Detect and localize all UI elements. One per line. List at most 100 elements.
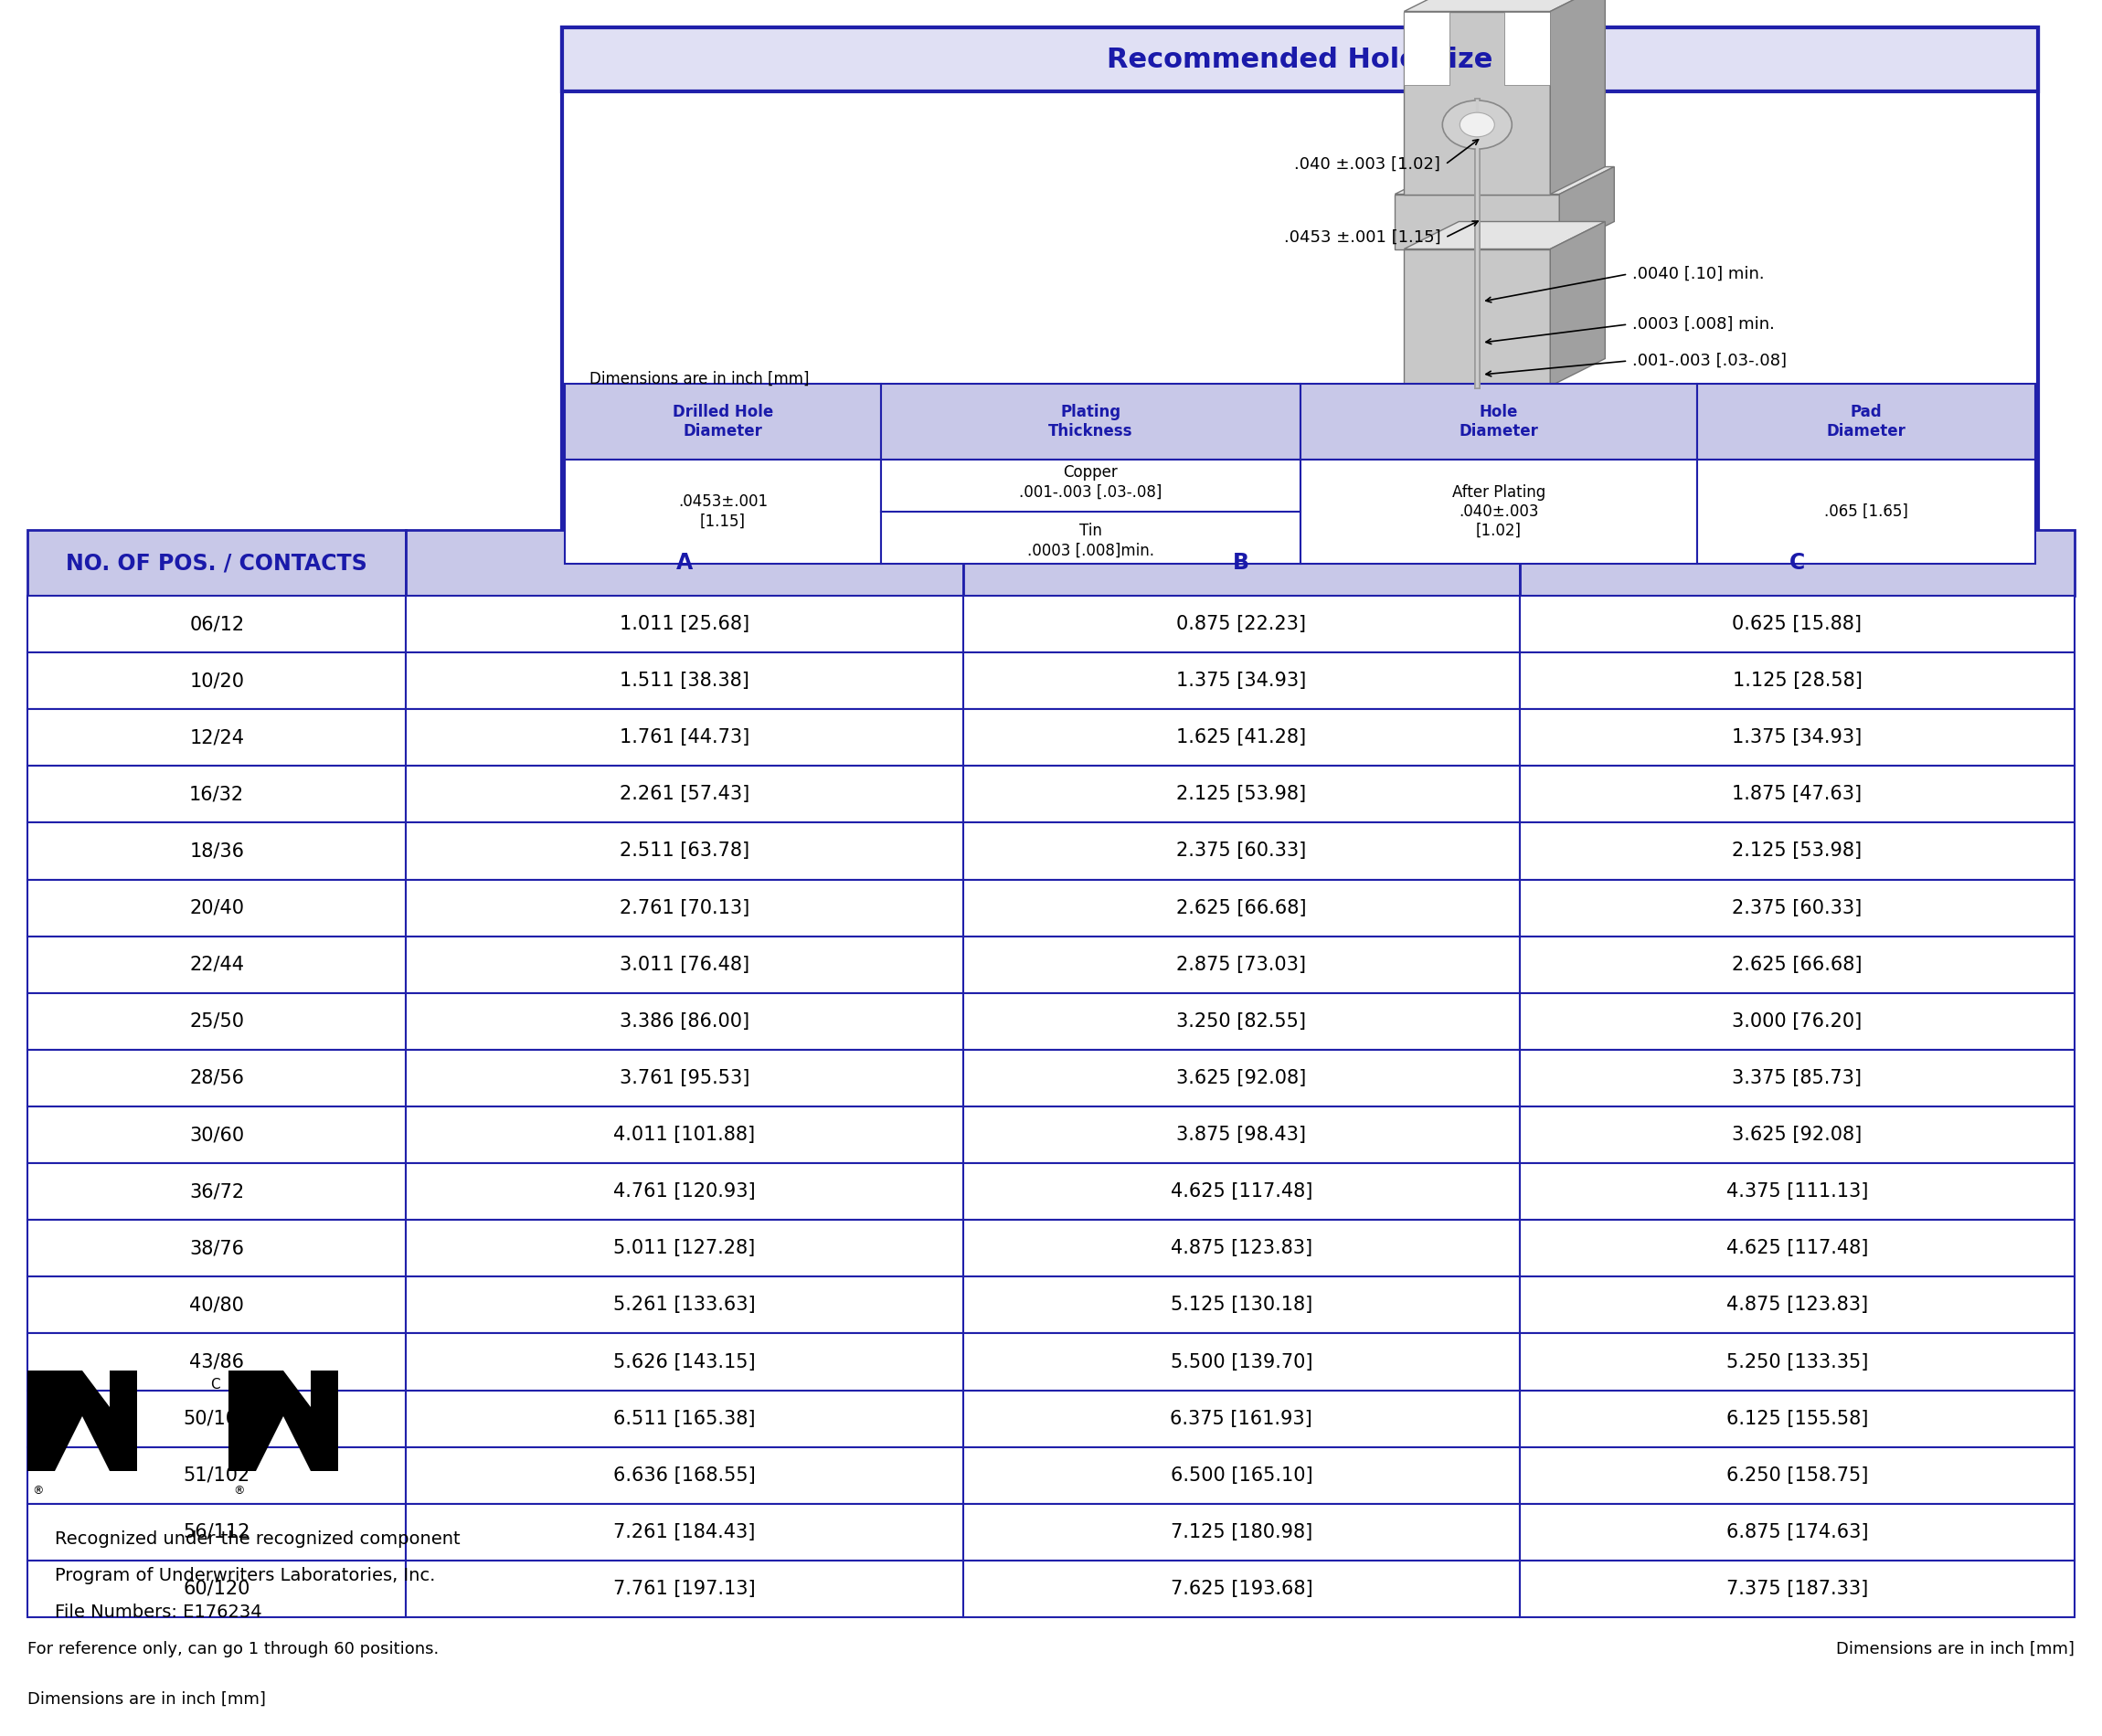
Text: 1.375 [34.93]: 1.375 [34.93] <box>1732 729 1862 746</box>
Text: ®: ® <box>233 1484 244 1496</box>
Text: Dimensions are in inch [mm]: Dimensions are in inch [mm] <box>589 372 809 387</box>
Ellipse shape <box>1442 101 1511 149</box>
Text: 22/44: 22/44 <box>189 955 244 974</box>
Text: 1.011 [25.68]: 1.011 [25.68] <box>620 615 750 634</box>
Bar <box>561 28 2039 92</box>
Text: NO. OF POS. / CONTACTS: NO. OF POS. / CONTACTS <box>65 552 368 575</box>
Text: 6.125 [155.58]: 6.125 [155.58] <box>1726 1410 1869 1427</box>
Bar <box>406 766 963 823</box>
Text: Dimensions are in inch [mm]: Dimensions are in inch [mm] <box>1837 1641 2075 1658</box>
Polygon shape <box>1404 0 1606 12</box>
Polygon shape <box>1560 167 1614 248</box>
Bar <box>1520 936 2075 993</box>
Text: .0040 [.10] min.: .0040 [.10] min. <box>1633 266 1766 283</box>
Text: 4.875 [123.83]: 4.875 [123.83] <box>1726 1297 1869 1314</box>
Bar <box>406 1391 963 1448</box>
Text: 0.625 [15.88]: 0.625 [15.88] <box>1732 615 1862 634</box>
Bar <box>27 880 406 936</box>
Text: .0453±.001
[1.15]: .0453±.001 [1.15] <box>679 493 767 529</box>
Bar <box>1520 766 2075 823</box>
Text: 5.626 [143.15]: 5.626 [143.15] <box>614 1352 757 1371</box>
Bar <box>881 460 1299 564</box>
Text: 1.761 [44.73]: 1.761 [44.73] <box>620 729 750 746</box>
Bar <box>406 823 963 880</box>
Text: 1.511 [38.38]: 1.511 [38.38] <box>620 672 750 689</box>
Text: 3.625 [92.08]: 3.625 [92.08] <box>1177 1069 1305 1087</box>
Polygon shape <box>229 1370 338 1470</box>
Bar <box>406 880 963 936</box>
Bar <box>565 384 881 460</box>
Text: 7.261 [184.43]: 7.261 [184.43] <box>614 1522 755 1542</box>
Text: 2.625 [66.68]: 2.625 [66.68] <box>1732 955 1862 974</box>
Bar <box>1520 1561 2075 1618</box>
Bar <box>963 1106 1520 1163</box>
Bar <box>963 710 1520 766</box>
Text: 06/12: 06/12 <box>189 615 244 634</box>
Text: Dimensions are in inch [mm]: Dimensions are in inch [mm] <box>27 1691 265 1708</box>
Text: 7.125 [180.98]: 7.125 [180.98] <box>1171 1522 1312 1542</box>
Bar <box>1299 384 1696 460</box>
Text: 5.011 [127.28]: 5.011 [127.28] <box>614 1240 755 1257</box>
Bar <box>1696 460 2035 564</box>
Bar <box>963 1391 1520 1448</box>
Bar <box>1520 1333 2075 1391</box>
Bar <box>1520 1050 2075 1106</box>
Text: 6.250 [158.75]: 6.250 [158.75] <box>1726 1467 1869 1484</box>
Text: 51/102: 51/102 <box>183 1467 250 1484</box>
Bar <box>406 936 963 993</box>
Text: Program of Underwriters Laboratories, Inc.: Program of Underwriters Laboratories, In… <box>55 1568 435 1585</box>
Text: 38/76: 38/76 <box>189 1240 244 1257</box>
Bar <box>963 595 1520 653</box>
Text: 1.125 [28.58]: 1.125 [28.58] <box>1732 672 1862 689</box>
Polygon shape <box>1551 0 1606 194</box>
Bar <box>27 993 406 1050</box>
Bar <box>27 1106 406 1163</box>
Bar <box>406 1448 963 1503</box>
Text: .040 ±.003 [1.02]: .040 ±.003 [1.02] <box>1295 156 1440 172</box>
Text: 56/112: 56/112 <box>183 1522 250 1542</box>
Bar <box>963 766 1520 823</box>
Text: 6.636 [168.55]: 6.636 [168.55] <box>614 1467 757 1484</box>
Text: 2.125 [53.98]: 2.125 [53.98] <box>1732 842 1862 861</box>
Text: Recognized under the recognized component: Recognized under the recognized componen… <box>55 1531 460 1549</box>
Polygon shape <box>1404 248 1551 385</box>
Bar <box>406 1333 963 1391</box>
Text: 16/32: 16/32 <box>189 785 244 804</box>
Bar <box>27 653 406 710</box>
Bar <box>406 1276 963 1333</box>
Bar <box>27 710 406 766</box>
Bar <box>1520 595 2075 653</box>
Text: File Numbers: E176234: File Numbers: E176234 <box>55 1604 263 1621</box>
Bar <box>406 1220 963 1276</box>
Text: 25/50: 25/50 <box>189 1012 244 1031</box>
Bar <box>1520 1163 2075 1220</box>
Bar <box>27 1333 406 1391</box>
Text: ®: ® <box>32 1484 44 1496</box>
Bar <box>406 993 963 1050</box>
Text: 0.875 [22.23]: 0.875 [22.23] <box>1177 615 1305 634</box>
Bar <box>27 1163 406 1220</box>
Bar <box>27 823 406 880</box>
Bar <box>963 823 1520 880</box>
Polygon shape <box>1396 194 1560 248</box>
Text: 1.625 [41.28]: 1.625 [41.28] <box>1177 729 1305 746</box>
Text: 4.625 [117.48]: 4.625 [117.48] <box>1726 1240 1869 1257</box>
Text: 3.875 [98.43]: 3.875 [98.43] <box>1177 1125 1305 1144</box>
Bar <box>406 710 963 766</box>
Text: 1.875 [47.63]: 1.875 [47.63] <box>1732 785 1862 804</box>
Text: 3.761 [95.53]: 3.761 [95.53] <box>620 1069 750 1087</box>
Text: 43/86: 43/86 <box>189 1352 244 1371</box>
Bar <box>1299 460 1696 564</box>
Bar <box>27 1220 406 1276</box>
Text: 3.250 [82.55]: 3.250 [82.55] <box>1177 1012 1305 1031</box>
Text: Copper
.001-.003 [.03-.08]: Copper .001-.003 [.03-.08] <box>1019 465 1162 500</box>
Bar <box>963 653 1520 710</box>
Text: Tin
.0003 [.008]min.: Tin .0003 [.008]min. <box>1028 523 1154 559</box>
Bar <box>963 993 1520 1050</box>
Bar <box>963 1163 1520 1220</box>
Bar <box>561 28 2039 566</box>
Text: 2.625 [66.68]: 2.625 [66.68] <box>1177 899 1307 917</box>
Bar <box>963 529 1520 595</box>
Text: 5.125 [130.18]: 5.125 [130.18] <box>1171 1297 1312 1314</box>
Text: 4.011 [101.88]: 4.011 [101.88] <box>614 1125 755 1144</box>
